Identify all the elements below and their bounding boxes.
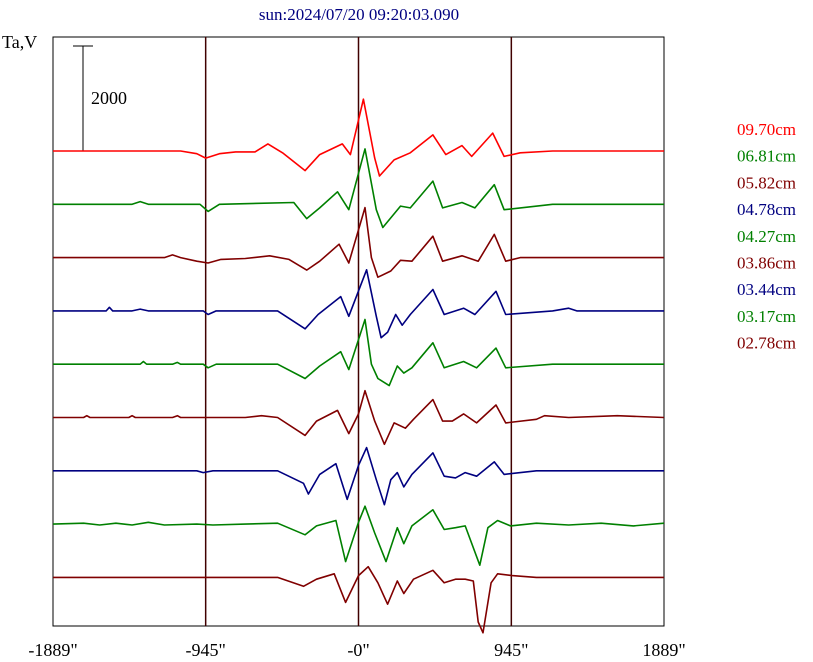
legend: 09.70cm 06.81cm 05.82cm 04.78cm 04.27cm 03.86… [737,120,796,353]
legend-entry: 03.44cm [737,280,796,299]
scale-bar-label: 2000 [91,88,127,108]
legend-entry: 04.27cm [737,227,796,246]
x-tick-label: -1889" [28,640,77,660]
legend-entry: 02.78cm [737,334,796,353]
scale-bar: 2000 [73,45,127,152]
legend-entry: 03.86cm [737,254,796,273]
y-axis-label: Ta,V [2,32,37,52]
series-line-09.70cm [53,98,664,177]
legend-entry: 05.82cm [737,173,796,192]
x-tick-label: -945" [185,640,225,660]
legend-entry: 04.78cm [737,200,796,219]
vertical-lines [204,37,513,626]
series-line-02.78cm [53,565,664,634]
legend-entry: 06.81cm [737,147,796,166]
series-line-03.17cm [52,505,665,567]
series-line-05.82cm [53,206,664,279]
chart-title: sun:2024/07/20 09:20:03.090 [259,5,459,24]
series-line-06.81cm [53,148,664,229]
series-line-04.27cm [53,318,664,387]
series-line-03.86cm [53,389,665,446]
series-line-04.78cm [53,268,664,339]
x-tick-label: 945" [494,640,528,660]
series-traces [52,98,665,634]
series-line-03.44cm [53,446,664,506]
x-tick-label: -0" [347,640,369,660]
x-tick-label: 1889" [642,640,685,660]
legend-entry: 03.17cm [737,307,796,326]
legend-entry: 09.70cm [737,120,796,139]
x-tick-labels: -1889" -945" -0" 945" 1889" [28,640,685,660]
